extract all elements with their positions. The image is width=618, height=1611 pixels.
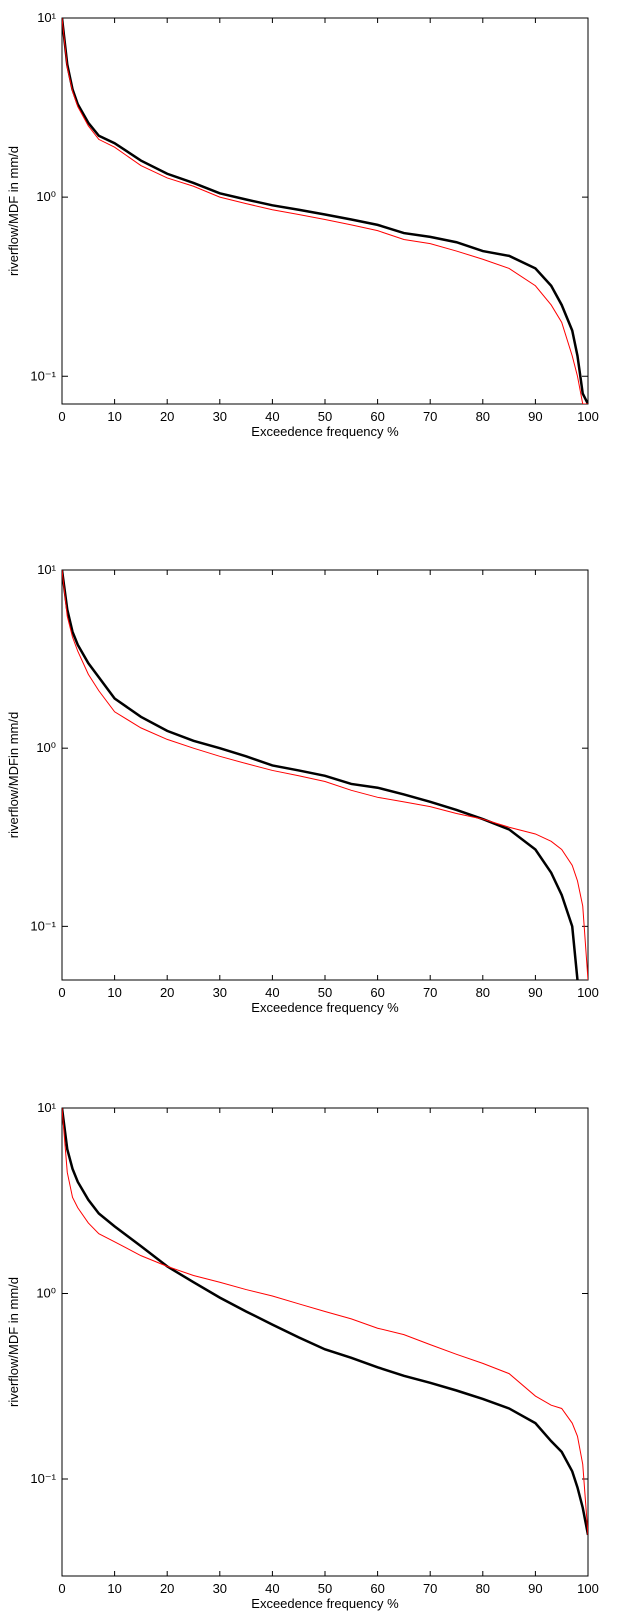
y-axis-label: riverflow/MDF in mm/d (6, 1277, 21, 1407)
y-tick-label: 10⁻¹ (30, 368, 56, 383)
x-tick-label: 20 (160, 1581, 174, 1596)
x-tick-label: 50 (318, 1581, 332, 1596)
x-tick-label: 100 (577, 985, 599, 1000)
x-tick-label: 30 (213, 985, 227, 1000)
x-tick-label: 100 (577, 1581, 599, 1596)
series-line (62, 570, 579, 980)
y-tick-label: 10⁻¹ (30, 918, 56, 933)
x-tick-label: 60 (370, 985, 384, 1000)
x-tick-label: 30 (213, 1581, 227, 1596)
x-tick-label: 90 (528, 409, 542, 424)
plot-frame (61, 1107, 589, 1577)
x-tick-label: 10 (107, 985, 121, 1000)
x-tick-label: 20 (160, 409, 174, 424)
series-line (62, 18, 588, 404)
x-tick-label: 0 (58, 1581, 65, 1596)
y-tick-label: 10⁰ (36, 740, 56, 755)
x-tick-label: 90 (528, 1581, 542, 1596)
x-tick-label: 40 (265, 1581, 279, 1596)
x-tick-label: 20 (160, 985, 174, 1000)
y-tick-label: 10⁰ (36, 1286, 56, 1301)
x-axis-label: Exceedence frequency % (251, 1000, 399, 1015)
x-tick-label: 50 (318, 409, 332, 424)
y-axis-label: riverflow/MDFin mm/d (6, 712, 21, 838)
y-tick-label: 10⁻¹ (30, 1471, 56, 1486)
x-tick-label: 90 (528, 985, 542, 1000)
x-tick-label: 40 (265, 985, 279, 1000)
x-tick-label: 100 (577, 409, 599, 424)
y-tick-label: 10¹ (37, 1100, 56, 1115)
x-tick-label: 70 (423, 409, 437, 424)
x-tick-label: 60 (370, 1581, 384, 1596)
x-tick-label: 60 (370, 409, 384, 424)
x-tick-label: 10 (107, 1581, 121, 1596)
series-line (62, 1108, 588, 1535)
y-tick-label: 10¹ (37, 562, 56, 577)
series-line (62, 570, 588, 980)
y-tick-label: 10⁰ (36, 189, 56, 204)
x-tick-label: 0 (58, 985, 65, 1000)
x-tick-label: 80 (476, 1581, 490, 1596)
x-tick-label: 40 (265, 409, 279, 424)
x-axis-label: Exceedence frequency % (251, 424, 399, 439)
x-tick-label: 30 (213, 409, 227, 424)
series-line (62, 1108, 588, 1536)
x-tick-label: 80 (476, 409, 490, 424)
x-axis-label: Exceedence frequency % (251, 1596, 399, 1611)
x-tick-label: 70 (423, 985, 437, 1000)
x-tick-label: 0 (58, 409, 65, 424)
y-axis-label: riverflow/MDF in mm/d (6, 146, 21, 276)
x-tick-label: 70 (423, 1581, 437, 1596)
x-tick-label: 10 (107, 409, 121, 424)
x-tick-label: 50 (318, 985, 332, 1000)
plot-frame (61, 17, 589, 405)
y-tick-label: 10¹ (37, 10, 56, 25)
x-tick-label: 80 (476, 985, 490, 1000)
series-line (62, 18, 588, 404)
